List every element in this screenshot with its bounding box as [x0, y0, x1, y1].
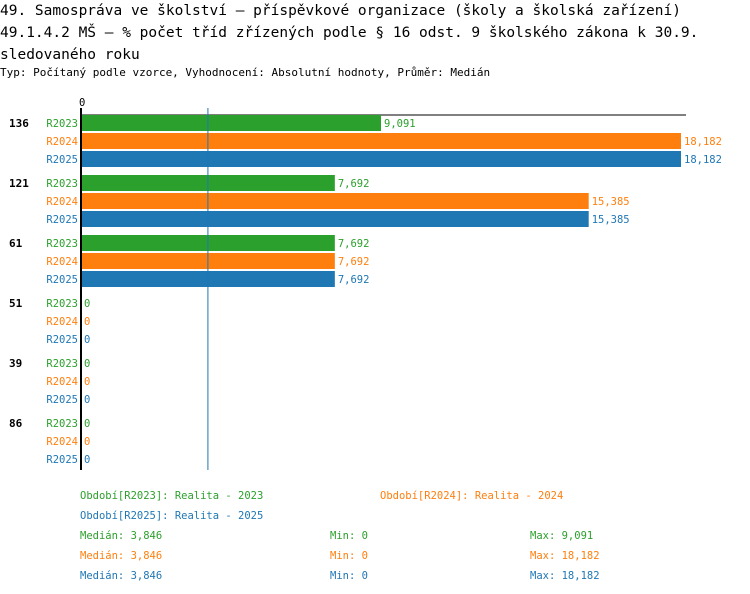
max-r2024: Max: 18,182: [530, 550, 600, 562]
title-line-1: 49. Samospráva ve školství – příspěvkové…: [0, 3, 681, 19]
data-label: 0: [84, 316, 90, 328]
data-label: 15,385: [592, 214, 630, 226]
data-label: 7,692: [338, 238, 370, 250]
series-row-label: R2024: [46, 376, 78, 388]
data-label: 0: [84, 376, 90, 388]
legend-r2024: Období[R2024]: Realita - 2024: [380, 490, 564, 502]
data-label: 0: [84, 334, 90, 346]
data-label: 0: [84, 394, 90, 406]
bar: [81, 115, 381, 131]
series-row-label: R2025: [46, 274, 78, 286]
series-row-label: R2023: [46, 118, 78, 130]
data-label: 0: [84, 298, 90, 310]
series-row-label: R2024: [46, 256, 78, 268]
median-r2023: Medián: 3,846: [80, 530, 163, 542]
series-row-label: R2025: [46, 334, 78, 346]
legend-r2023: Období[R2023]: Realita - 2023: [80, 490, 264, 502]
chart-title: 49. Samospráva ve školství – příspěvkové…: [0, 0, 748, 66]
data-label: 0: [84, 418, 90, 430]
data-label: 7,692: [338, 178, 370, 190]
series-row-label: R2024: [46, 136, 78, 148]
title-line-3: sledovaného roku: [0, 47, 140, 63]
series-row-label: R2025: [46, 154, 78, 166]
data-label: 7,692: [338, 256, 370, 268]
median-r2025: Medián: 3,846: [80, 570, 163, 582]
data-label: 18,182: [684, 154, 722, 166]
bar: [81, 133, 681, 149]
min-r2025: Min: 0: [330, 570, 368, 582]
series-row-label: R2024: [46, 316, 78, 328]
data-label: 0: [84, 436, 90, 448]
chart-subtitle: Typ: Počítaný podle vzorce, Vyhodnocení:…: [0, 66, 491, 79]
max-r2023: Max: 9,091: [530, 530, 594, 542]
series-row-label: R2023: [46, 418, 78, 430]
bar: [81, 151, 681, 167]
data-label: 0: [84, 358, 90, 370]
data-label: 7,692: [338, 274, 370, 286]
category-label: 61: [9, 237, 23, 250]
series-row-label: R2023: [46, 178, 78, 190]
category-label: 121: [9, 177, 29, 190]
category-label: 86: [9, 417, 23, 430]
bar: [81, 211, 589, 227]
category-label: 39: [9, 357, 22, 370]
min-r2024: Min: 0: [330, 550, 368, 562]
series-row-label: R2025: [46, 214, 78, 226]
series-row-label: R2023: [46, 358, 78, 370]
data-label: 0: [84, 454, 90, 466]
series-row-label: R2025: [46, 454, 78, 466]
series-row-label: R2023: [46, 238, 78, 250]
data-label: 18,182: [684, 136, 722, 148]
max-r2025: Max: 18,182: [530, 570, 600, 582]
series-row-label: R2024: [46, 436, 78, 448]
bar: [81, 193, 589, 209]
axis-zero-label: 0: [79, 97, 85, 109]
data-label: 9,091: [384, 118, 416, 130]
data-label: 15,385: [592, 196, 630, 208]
bar-chart: 0 136 R2023 9,091 R2024 18,182 R2025 18,182 121 R…: [9, 97, 722, 470]
series-row-label: R2025: [46, 394, 78, 406]
series-row-label: R2024: [46, 196, 78, 208]
title-line-2: 49.1.4.2 MŠ – % počet tříd zřízených pod…: [0, 25, 699, 41]
legend-r2025: Období[R2025]: Realita - 2025: [80, 510, 264, 522]
series-row-label: R2023: [46, 298, 78, 310]
median-r2024: Medián: 3,846: [80, 550, 163, 562]
category-label: 136: [9, 117, 29, 130]
min-r2023: Min: 0: [330, 530, 368, 542]
category-label: 51: [9, 297, 23, 310]
